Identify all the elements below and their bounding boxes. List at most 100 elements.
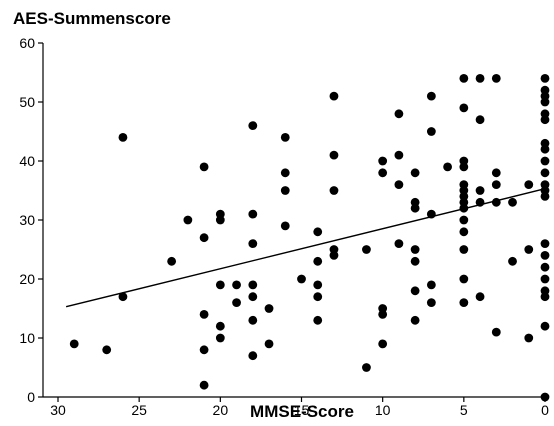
data-point [524,180,534,190]
data-point [459,215,469,225]
data-point [378,168,388,178]
y-tick-label: 60 [19,35,35,51]
x-axis-ticks: 30 25 20 15 10 5 0 [50,397,549,418]
data-point [313,227,323,237]
data-point [313,256,323,266]
chart-title: AES-Summenscore [13,9,171,28]
data-point [508,256,517,266]
y-tick-label: 20 [19,271,35,287]
data-point [491,180,501,190]
data-point [459,227,469,237]
data-point [491,168,501,178]
data-point [167,256,177,266]
data-point [280,168,290,178]
data-point [475,186,485,195]
data-point [394,180,404,190]
data-point [378,310,388,319]
x-tick-label: 30 [50,402,66,418]
data-point [215,280,225,290]
data-point [524,333,534,343]
data-point [118,133,128,142]
data-point [199,310,209,319]
data-point [540,251,550,260]
data-point [491,197,501,207]
x-tick-label: 15 [294,402,310,418]
data-point [540,192,550,201]
y-tick-label: 10 [19,330,35,346]
x-tick-label: 10 [375,402,391,418]
data-point [248,209,258,219]
data-point [475,197,485,207]
data-point [459,103,469,113]
data-point [362,363,371,372]
data-point [540,156,550,166]
data-point [475,292,485,302]
data-points [69,74,550,402]
data-point [248,351,258,361]
data-point [426,209,436,219]
data-point [248,292,258,302]
data-point [280,221,290,231]
data-point [426,298,436,307]
data-point [426,280,436,290]
data-point [102,345,112,355]
y-tick-label: 30 [19,212,35,228]
x-tick-label: 5 [460,402,468,418]
data-point [248,121,258,130]
data-point [459,245,469,254]
data-point [232,280,241,290]
data-point [199,233,209,243]
data-point [426,91,436,101]
data-point [459,162,469,172]
data-point [280,186,290,195]
data-point [378,339,388,349]
data-point [410,256,420,266]
data-point [215,333,225,343]
data-point [280,133,290,142]
data-point [199,380,209,390]
data-point [524,245,534,254]
y-axis: 0 10 20 30 40 50 60 [19,35,44,405]
data-point [410,286,420,296]
data-point [426,127,436,136]
data-point [313,292,323,302]
data-point [540,74,550,83]
data-point [475,115,485,125]
data-point [69,339,79,349]
data-point [540,321,550,331]
x-axis-label: MMSE-Score [250,402,354,421]
data-point [329,186,339,195]
data-point [297,274,306,284]
data-point [491,74,501,83]
data-point [362,245,371,254]
data-point [215,215,225,225]
y-tick-label: 50 [19,94,35,110]
x-tick-label: 0 [541,402,549,418]
x-tick-label: 20 [213,402,229,418]
data-point [540,97,550,107]
data-point [410,315,420,325]
data-point [459,74,469,83]
data-point [540,144,550,154]
trend-line [65,188,546,308]
data-point [394,109,404,119]
data-point [329,251,339,260]
data-point [215,321,225,331]
data-point [540,239,550,249]
data-point [264,304,274,313]
data-point [540,274,550,284]
data-point [540,168,550,178]
data-point [459,203,469,213]
data-point [508,197,517,207]
data-point [248,239,258,249]
data-point [199,162,209,172]
data-point [410,245,420,254]
data-point [475,74,485,83]
y-axis-ticks: 0 10 20 30 40 50 60 [19,35,43,405]
data-point [248,315,258,325]
data-point [313,280,323,290]
data-point [313,315,323,325]
y-tick-label: 0 [27,389,35,405]
data-point [491,327,501,337]
